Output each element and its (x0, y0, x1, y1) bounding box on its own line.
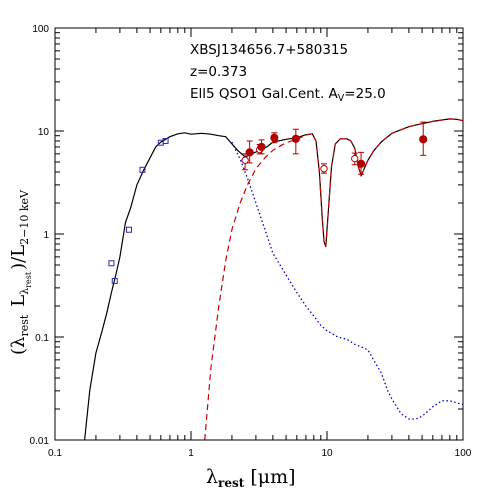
open-blue-point (111, 277, 118, 284)
x-tick-label: 0.1 (48, 448, 62, 459)
x-tick-label: 100 (455, 448, 472, 459)
filled-red-point (291, 134, 300, 143)
model-label-sub: V (338, 93, 345, 104)
y-axis-den-sub: 2−10 keV (18, 189, 31, 245)
y-axis-close: )/L (8, 245, 29, 270)
open-blue-point (162, 137, 169, 144)
open-red-point (351, 154, 359, 163)
y-axis-lam-sub: rest (18, 314, 31, 336)
open-blue-point (108, 260, 115, 267)
filled-red-point (270, 133, 279, 142)
filled-red-point (356, 159, 366, 168)
y-axis-lam: λ (8, 337, 29, 348)
y-axis-L-subsub: rest (24, 271, 33, 288)
x-axis-sub: rest (218, 476, 245, 490)
model-label: Ell5 QSO1 Gal.Cent. AV=25.0 (190, 86, 386, 104)
y-tick-label: 0.1 (35, 333, 49, 344)
filled-red-point (245, 148, 254, 157)
open-blue-point (125, 226, 132, 233)
filled-red-point (257, 142, 266, 152)
y-axis-label: (λrestLλrest)/L2−10 keV (8, 189, 33, 355)
x-axis-unit: [μm] (250, 466, 295, 488)
open-blue-point (139, 166, 146, 173)
y-tick-label: 0.01 (30, 436, 50, 447)
y-tick-label: 1 (43, 230, 49, 241)
open-red-point (241, 156, 249, 164)
model-curves (84, 118, 464, 441)
y-axis-L-sub: λ (18, 288, 31, 295)
x-axis-symbol: λ (206, 466, 218, 488)
series-dashed-red (204, 118, 464, 441)
x-tick-label: 1 (188, 448, 194, 459)
y-tick-label: 10 (38, 127, 50, 138)
plot-frame (54, 27, 464, 441)
y-axis-L: L (8, 295, 29, 307)
y-axis-open: ( (8, 348, 29, 355)
x-tick-label: 10 (321, 448, 333, 459)
data-markers (108, 121, 428, 284)
filled-red-point (419, 135, 428, 144)
source-name: XBSJ134656.7+580315 (190, 42, 348, 58)
model-label-value: =25.0 (344, 86, 385, 102)
axis-ticks (54, 28, 463, 441)
redshift-label: z=0.373 (190, 64, 247, 80)
series-dotted-blue (231, 141, 464, 420)
model-label-main: Ell5 QSO1 Gal.Cent. A (190, 86, 339, 102)
x-axis-label: λrest [μm] (206, 466, 296, 490)
y-tick-label: 100 (32, 24, 49, 35)
open-red-point (320, 165, 328, 173)
